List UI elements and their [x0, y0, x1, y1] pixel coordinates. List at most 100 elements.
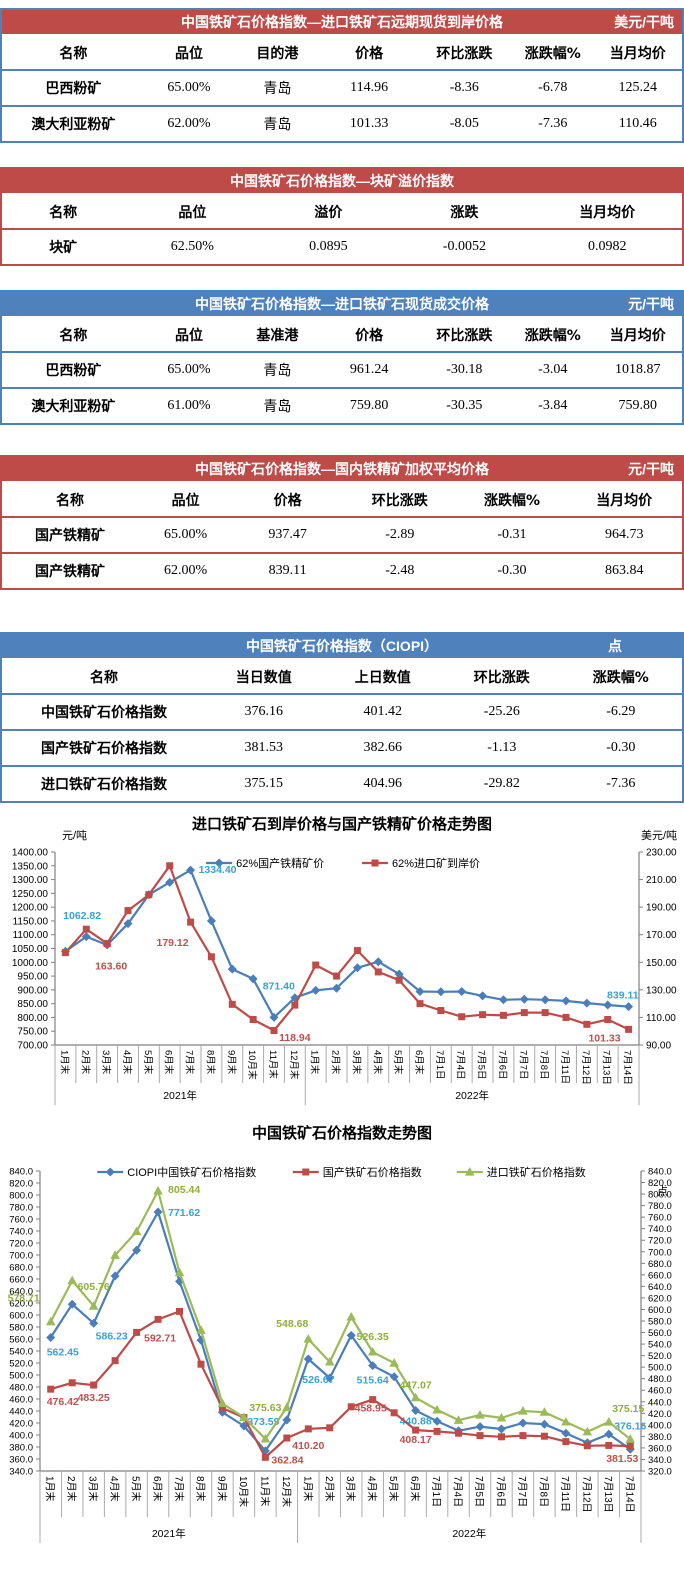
legend-label: 国产铁矿石价格指数 — [323, 1165, 422, 1179]
axis-tick-label: 170.00 — [646, 930, 677, 941]
data-point-marker — [539, 1419, 549, 1429]
table-unit: 元/干吨 — [628, 461, 674, 477]
data-point-label: 408.17 — [400, 1434, 432, 1446]
category-label: 7月末 — [173, 1476, 186, 1502]
data-point-marker — [478, 991, 488, 1001]
table-row: 块矿 62.50% 0.0895 -0.0052 0.0982 — [2, 229, 682, 264]
data-point-marker — [131, 1226, 142, 1236]
axis-tick-label: 560.0 — [9, 1335, 33, 1346]
axis-tick-label: 820.0 — [648, 1178, 672, 1189]
value-cell: 62.00% — [164, 563, 208, 578]
category-label: 5月末 — [392, 1050, 404, 1075]
data-point-label: 362.84 — [271, 1454, 303, 1466]
category-label: 3月末 — [344, 1476, 357, 1502]
column-header: 目的港 — [233, 37, 322, 71]
data-point-marker — [475, 1410, 485, 1419]
category-label: 4月末 — [366, 1476, 379, 1502]
column-header: 当月均价 — [532, 196, 682, 230]
data-point-marker — [432, 1404, 442, 1414]
data-point-marker — [325, 1373, 335, 1383]
axis-tick-label: 900.00 — [17, 985, 48, 996]
data-point-marker — [496, 1412, 507, 1422]
data-point-marker — [432, 1416, 442, 1426]
data-point-marker — [110, 1250, 120, 1259]
data-point-marker — [47, 1385, 55, 1393]
column-header: 环比涨跌 — [341, 484, 458, 518]
value-cell: 61.00% — [167, 398, 211, 413]
category-label: 1月末 — [44, 1476, 57, 1502]
category-label: 4月末 — [108, 1476, 121, 1502]
category-label: 10月末 — [246, 1050, 258, 1080]
data-point-marker — [132, 1245, 142, 1255]
axis-tick-label: 130.00 — [646, 985, 677, 996]
axis-tick-label: 190.00 — [646, 903, 677, 914]
axis-tick-label: 500.0 — [9, 1371, 33, 1382]
table-unit: 美元/干吨 — [614, 14, 674, 30]
category-label: 12月末 — [288, 1050, 300, 1080]
value-cell: 376.16 — [206, 694, 322, 731]
axis-tick-label: 780.0 — [648, 1201, 672, 1212]
table-title: 中国铁矿石价格指数—进口铁矿石现货成交价格 — [195, 296, 489, 312]
data-point-marker — [416, 1000, 424, 1008]
column-header: 涨跌幅% — [511, 319, 594, 353]
data-point-marker — [625, 1434, 636, 1443]
value-cell: 1018.87 — [593, 352, 682, 389]
table-row: 国产铁精矿 65.00% 937.47 -2.89 -0.31 964.73 — [2, 517, 682, 554]
axis-tick-label: 1100.00 — [13, 930, 49, 941]
category-label: 7月6日 — [496, 1050, 507, 1080]
data-point-marker — [368, 1361, 378, 1371]
data-point-label: 118.94 — [279, 1032, 311, 1044]
value-cell: 381.53 — [206, 730, 322, 767]
data-point-marker — [326, 1424, 334, 1432]
data-point-marker — [626, 1442, 634, 1450]
data-point-marker — [324, 1356, 335, 1366]
data-point-marker — [373, 957, 383, 967]
axis-tick-label: 500.0 — [648, 1363, 672, 1374]
category-label: 9月末 — [225, 1050, 237, 1075]
table-row: 澳大利亚粉矿 61.00% 青岛 759.80 -30.35 -3.84 759.80 — [2, 388, 682, 423]
column-header: 名称 — [2, 319, 145, 353]
axis-tick-label: 320.0 — [648, 1467, 672, 1478]
data-point-marker — [625, 1025, 633, 1033]
category-label: 7月5日 — [476, 1050, 487, 1080]
data-point-marker — [433, 1427, 441, 1435]
data-point-marker — [390, 1409, 398, 1417]
category-label: 12月末 — [280, 1476, 293, 1507]
right-axis-unit: 点 — [657, 1185, 668, 1198]
data-point-label: 839.11 — [607, 990, 639, 1002]
axis-tick-label: 760.0 — [648, 1213, 672, 1224]
data-point-label: 805.44 — [168, 1184, 200, 1196]
axis-tick-label: 1350.00 — [12, 861, 49, 872]
row-name-cell: 国产铁精矿 — [35, 564, 105, 580]
data-point-marker — [346, 1311, 357, 1321]
value-cell: -0.0052 — [442, 239, 486, 254]
data-point-marker — [374, 968, 382, 976]
axis-tick-label: 1050.00 — [12, 944, 49, 955]
value-cell: 110.46 — [618, 116, 657, 131]
value-cell: -30.35 — [446, 398, 483, 413]
data-point-marker — [133, 1328, 141, 1336]
column-header: 涨跌幅% — [511, 37, 594, 71]
column-header: 品位 — [144, 319, 234, 353]
category-label: 1月末 — [58, 1050, 70, 1075]
axis-tick-label: 340.0 — [648, 1455, 672, 1466]
chart-title: 进口铁矿石到岸价格与国产铁精矿价格走势图 — [192, 815, 492, 833]
value-cell: 404.96 — [363, 776, 403, 791]
value-cell: 964.73 — [566, 517, 682, 554]
value-cell: -3.04 — [511, 352, 594, 389]
row-name-cell: 巴西粉矿 — [2, 70, 145, 107]
data-point-marker — [153, 1207, 163, 1217]
data-point-marker — [89, 1318, 99, 1328]
category-label: 7月13日 — [602, 1476, 614, 1513]
category-label: 1月末 — [301, 1476, 314, 1502]
axis-tick-label: 600.0 — [648, 1305, 672, 1316]
axis-tick-label: 400.0 — [648, 1420, 672, 1431]
data-point-marker — [367, 1346, 378, 1356]
axis-tick-label: 640.0 — [648, 1282, 672, 1293]
axis-tick-label: 420.0 — [648, 1409, 672, 1420]
axis-tick-label: 680.0 — [9, 1263, 33, 1274]
category-label: 5月末 — [130, 1476, 143, 1502]
column-header: 当月均价 — [593, 37, 682, 71]
series-line — [49, 1189, 631, 1441]
data-point-marker — [624, 1002, 634, 1012]
